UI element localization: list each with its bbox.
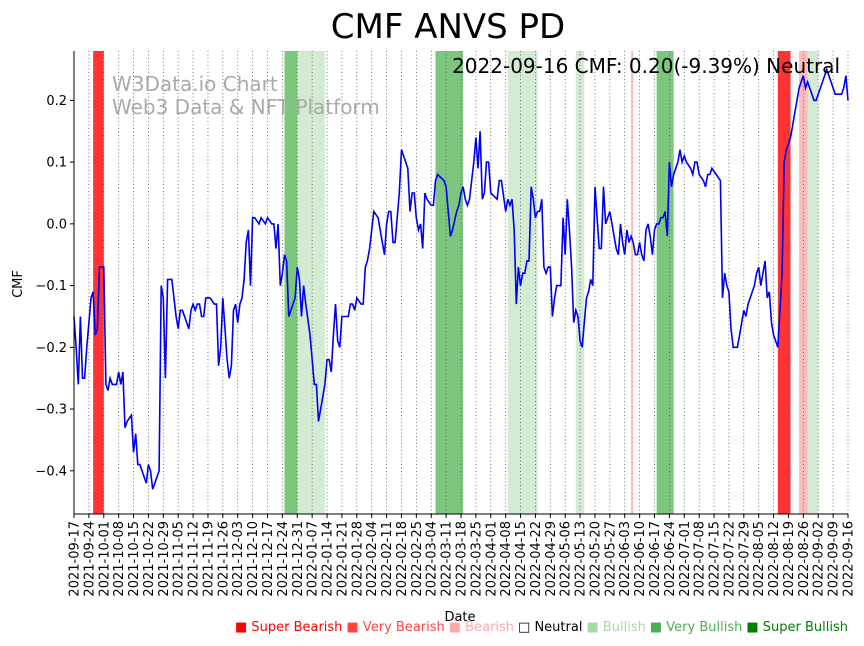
x-tick-label: 2021-12-10 xyxy=(246,521,261,597)
x-tick-label: 2022-05-20 xyxy=(588,521,603,597)
x-tick-label: 2022-05-13 xyxy=(574,521,589,597)
x-axis-label: Date xyxy=(444,610,475,625)
x-tick-label: 2022-06-17 xyxy=(648,521,663,597)
x-tick-label: 2022-08-26 xyxy=(797,521,812,597)
x-tick-label: 2022-09-09 xyxy=(827,521,842,597)
y-tick-label: −0.1 xyxy=(35,279,67,294)
band-3 xyxy=(435,51,464,514)
x-tick-label: 2022-06-24 xyxy=(663,521,678,597)
x-tick-label: 2022-02-25 xyxy=(410,521,425,597)
legend-item: ■ Very Bullish xyxy=(649,620,743,635)
x-tick-label: 2021-10-08 xyxy=(112,521,127,597)
signal-bands xyxy=(93,51,819,514)
x-tick-label: 2021-10-22 xyxy=(142,521,157,597)
x-tick-label: 2021-10-15 xyxy=(127,521,142,597)
x-tick-label: 2022-05-27 xyxy=(603,521,618,597)
y-ticks: −0.4 −0.3 −0.2 −0.1 0.0 0.1 0.2 xyxy=(35,94,74,479)
watermark-line-1: W3Data.io Chart xyxy=(112,72,278,96)
latest-value-annotation: 2022-09-16 CMF: 0.20(-9.39%) Neutral xyxy=(452,54,840,78)
x-tick-label: 2021-11-05 xyxy=(172,521,187,597)
x-tick-label: 2022-02-18 xyxy=(395,521,410,597)
y-tick-label: 0.1 xyxy=(46,156,67,171)
y-tick-label: −0.3 xyxy=(35,403,67,418)
x-tick-label: 2022-08-19 xyxy=(782,521,797,597)
x-tick-label: 2022-07-22 xyxy=(722,521,737,597)
x-tick-label: 2022-07-01 xyxy=(678,521,693,597)
x-tick-label: 2022-03-18 xyxy=(455,521,470,597)
band-10 xyxy=(807,51,819,514)
x-tick-label: 2022-06-10 xyxy=(633,521,648,597)
x-tick-label: 2021-12-24 xyxy=(276,521,291,597)
x-tick-label: 2022-01-07 xyxy=(306,521,321,597)
legend-item: ■ Bullish xyxy=(586,620,646,635)
y-axis-label: CMF xyxy=(11,270,26,298)
x-tick-label: 2022-02-11 xyxy=(380,521,395,597)
x-tick-label: 2021-10-01 xyxy=(97,521,112,597)
legend-item: ■ Super Bearish xyxy=(234,620,343,635)
x-tick-label: 2022-01-21 xyxy=(335,521,350,597)
series-line-0 xyxy=(73,67,849,490)
legend: ■ Super Bearish ■ Very Bearish ■ Bearish □ … xyxy=(231,620,848,635)
cmf-series xyxy=(73,67,849,490)
legend-item: ■ Super Bullish xyxy=(746,620,848,635)
x-tick-label: 2022-01-28 xyxy=(350,521,365,597)
chart-title: CMF ANVS PD xyxy=(331,7,565,47)
x-tick-label: 2022-04-22 xyxy=(529,521,544,597)
x-tick-label: 2021-09-24 xyxy=(82,521,97,597)
x-tick-label: 2022-07-08 xyxy=(693,521,708,597)
x-tick-label: 2022-09-16 xyxy=(842,521,857,597)
x-tick-label: 2022-04-01 xyxy=(484,521,499,597)
legend-item: □ Neutral xyxy=(518,620,583,635)
x-tick-label: 2022-03-04 xyxy=(425,521,440,597)
x-ticks: 2021-09-17 2021-09-24 2021-10-01 2021-10-08… xyxy=(68,514,857,597)
x-tick-label: 2022-01-14 xyxy=(321,521,336,597)
x-tick-label: 2022-04-29 xyxy=(544,521,559,597)
x-tick-label: 2022-08-12 xyxy=(767,521,782,597)
watermark-line-2: Web3 Data & NFT Platform xyxy=(112,95,380,119)
x-tick-label: 2021-10-29 xyxy=(157,521,172,597)
x-tick-label: 2022-04-15 xyxy=(514,521,529,597)
x-tick-label: 2022-05-06 xyxy=(559,521,574,597)
y-tick-label: 0.0 xyxy=(46,217,67,232)
x-tick-label: 2021-09-17 xyxy=(68,521,83,597)
x-tick-label: 2022-09-02 xyxy=(812,521,827,597)
x-tick-label: 2021-12-17 xyxy=(261,521,276,597)
x-tick-label: 2021-11-19 xyxy=(201,521,216,597)
x-tick-label: 2022-07-29 xyxy=(737,521,752,597)
x-tick-label: 2021-11-12 xyxy=(187,521,202,597)
band-6 xyxy=(631,51,634,514)
band-7 xyxy=(656,51,674,514)
x-tick-label: 2021-11-26 xyxy=(216,521,231,597)
x-tick-label: 2022-07-15 xyxy=(708,521,723,597)
y-tick-label: 0.2 xyxy=(46,94,67,109)
band-4 xyxy=(507,51,538,514)
x-tick-label: 2022-06-03 xyxy=(618,521,633,597)
y-tick-label: −0.2 xyxy=(35,341,67,356)
x-tick-label: 2022-03-11 xyxy=(440,521,455,597)
y-tick-label: −0.4 xyxy=(35,464,67,479)
band-1 xyxy=(284,51,298,514)
band-2 xyxy=(297,51,325,514)
band-8 xyxy=(777,51,791,514)
legend-item: ■ Bearish xyxy=(448,620,515,635)
x-tick-label: 2022-04-08 xyxy=(499,521,514,597)
x-tick-label: 2022-03-25 xyxy=(469,521,484,597)
x-tick-label: 2021-12-31 xyxy=(291,521,306,597)
legend-item: ■ Very Bearish xyxy=(346,620,445,635)
x-tick-label: 2021-12-03 xyxy=(231,521,246,597)
x-tick-label: 2022-08-05 xyxy=(752,521,767,597)
x-tick-label: 2022-02-04 xyxy=(365,521,380,597)
